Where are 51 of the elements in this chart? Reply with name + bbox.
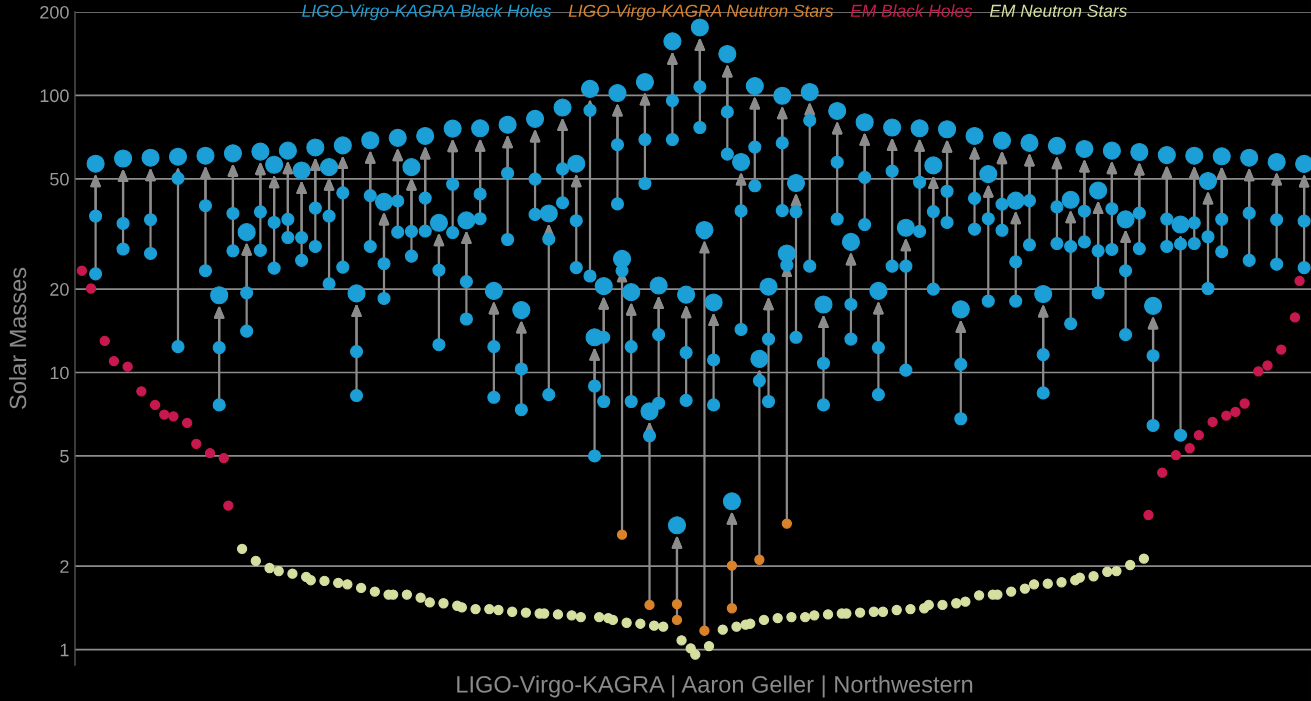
point	[168, 411, 179, 422]
point	[122, 361, 133, 372]
point	[108, 355, 120, 367]
point	[1157, 467, 1168, 478]
point	[1184, 443, 1195, 454]
text: LIGO-Virgo-KAGRA Black Holes	[302, 4, 552, 21]
point	[671, 614, 683, 626]
y-tick-label: 50	[50, 172, 69, 186]
point	[699, 625, 710, 636]
y-tick-label: 100	[40, 89, 69, 103]
point	[1239, 398, 1250, 409]
point	[1207, 416, 1218, 427]
point	[644, 599, 655, 611]
text: EM Neutron Stars	[989, 4, 1127, 17]
point	[1253, 366, 1264, 377]
point	[159, 409, 170, 420]
point	[1230, 406, 1241, 418]
point	[754, 554, 765, 565]
y-tick-label: 10	[50, 366, 69, 380]
point	[223, 500, 234, 511]
point	[1289, 312, 1301, 323]
point	[1262, 360, 1273, 371]
point	[191, 438, 202, 449]
y-tick-label: 1	[60, 643, 69, 657]
y-tick-label: 2	[60, 560, 69, 573]
point	[1170, 450, 1182, 461]
text: LIGO-Virgo-KAGRA | Aaron Geller | Northwestern	[457, 675, 973, 698]
y-tick-label: 200	[40, 5, 69, 19]
point	[136, 386, 147, 397]
point	[726, 560, 738, 571]
point	[781, 518, 792, 529]
point	[1276, 344, 1287, 355]
point	[99, 335, 110, 347]
point	[1221, 410, 1232, 421]
point	[616, 529, 628, 540]
text: EM Black Holes	[850, 4, 973, 17]
point	[1294, 275, 1305, 287]
y-tick-label: 5	[60, 450, 69, 463]
point	[204, 447, 216, 459]
point	[76, 265, 88, 276]
point	[218, 452, 229, 464]
y-tick-label: 20	[50, 283, 69, 296]
y-axis-title: Solar Masses	[8, 267, 27, 409]
point	[85, 283, 97, 294]
point	[182, 417, 193, 429]
point	[726, 603, 738, 614]
point	[1143, 509, 1154, 521]
point	[671, 598, 683, 610]
point	[1193, 430, 1204, 441]
point	[149, 399, 161, 411]
text: LIGO-Virgo-KAGRA Neutron Stars	[568, 4, 834, 21]
